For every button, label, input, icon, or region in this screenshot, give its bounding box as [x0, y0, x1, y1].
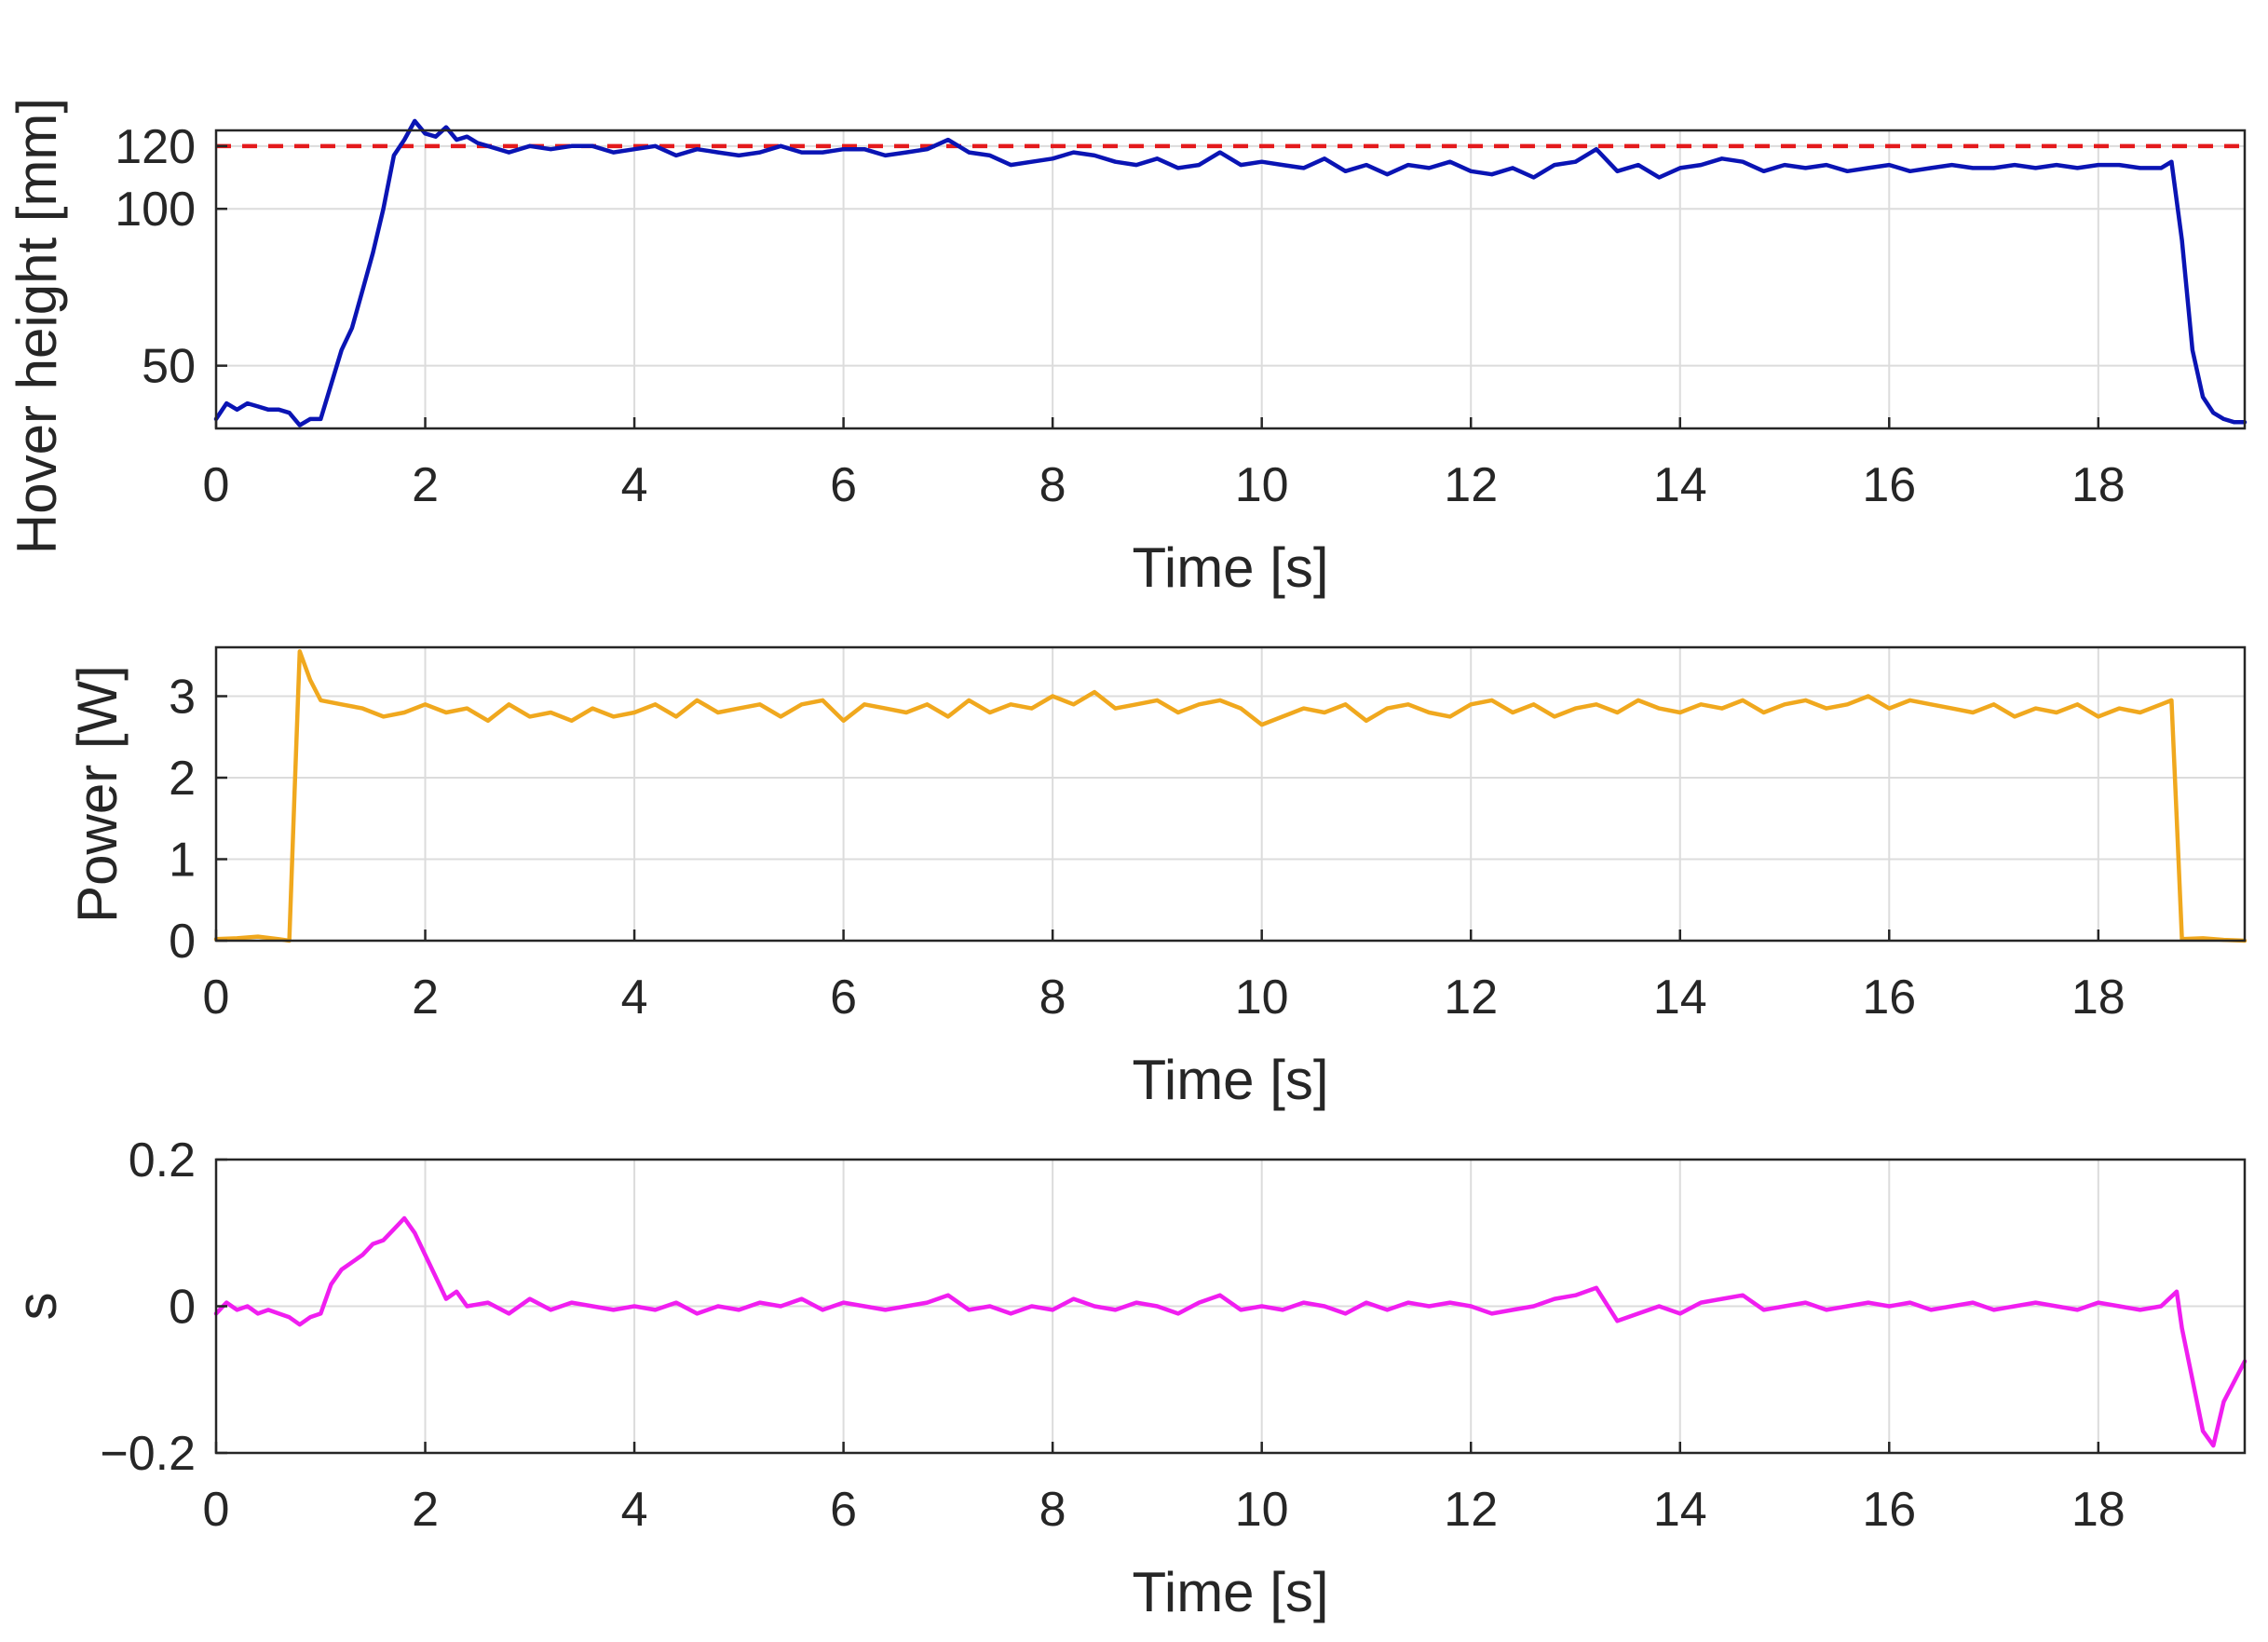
- hover-height-xtick-label: 12: [1444, 458, 1498, 512]
- power-xtick-label: 16: [1862, 970, 1916, 1025]
- hover-height-xtick-label: 16: [1862, 458, 1916, 512]
- power-xtick-label: 6: [830, 970, 857, 1025]
- s-xtick-label: 8: [1039, 1483, 1066, 1537]
- s-xtick-label: 16: [1862, 1483, 1916, 1537]
- hover-height-series-line: [213, 118, 2248, 427]
- power-xtick-label: 2: [412, 970, 439, 1025]
- s-xtick-label: 18: [2071, 1483, 2125, 1537]
- hover-height-axes-frame: [214, 129, 2247, 430]
- hover-height-xtick-label: 10: [1235, 458, 1289, 512]
- power-xtick-label: 4: [621, 970, 648, 1025]
- hover-height-ytick-label: 50: [142, 340, 196, 394]
- s-xtick-label: 6: [830, 1483, 857, 1537]
- s-series-line: [213, 1215, 2248, 1448]
- power-ytick-label: 3: [169, 671, 196, 725]
- power-xtick-label: 12: [1444, 970, 1498, 1025]
- hover-height-xtick-label: 0: [203, 458, 230, 512]
- s-xlabel: Time [s]: [1132, 1561, 1328, 1623]
- power-xlabel: Time [s]: [1132, 1049, 1328, 1111]
- power-xtick-label: 0: [203, 970, 230, 1025]
- hover-height-xtick-label: 4: [621, 458, 648, 512]
- s-xtick-label: 12: [1444, 1483, 1498, 1537]
- power-xtick-label: 10: [1235, 970, 1289, 1025]
- hover-height-xtick-label: 18: [2071, 458, 2125, 512]
- s-xtick-label: 2: [412, 1483, 439, 1537]
- power-ytick-label: 0: [169, 915, 196, 969]
- s-ytick-label: 0.2: [129, 1133, 196, 1187]
- subplot-hover-height: 0 2 4 6 8 10 12 14 16 18 50 100 120 Time [s] Hover hei…: [6, 98, 2248, 599]
- power-ytick-label: 2: [169, 752, 196, 806]
- hover-height-xtick-label: 14: [1653, 458, 1707, 512]
- power-xtick-label: 18: [2071, 970, 2125, 1025]
- s-ytick-label: −0.2: [100, 1427, 196, 1481]
- hover-height-xtick-label: 6: [830, 458, 857, 512]
- power-ytick-label: 1: [169, 834, 196, 888]
- hover-height-xlabel: Time [s]: [1132, 536, 1328, 599]
- hover-height-xtick-label: 8: [1039, 458, 1066, 512]
- power-axes-frame: [214, 645, 2247, 943]
- hover-height-ylabel: Hover height [mm]: [6, 98, 68, 554]
- s-xtick-label: 0: [203, 1483, 230, 1537]
- power-ylabel: Power [W]: [66, 665, 129, 923]
- power-xtick-label: 8: [1039, 970, 1066, 1025]
- hover-height-ytick-label: 100: [115, 183, 196, 237]
- s-ylabel: s: [6, 1293, 68, 1321]
- s-xtick-label: 4: [621, 1483, 648, 1537]
- s-ytick-label: 0: [169, 1281, 196, 1335]
- hover-height-xtick-label: 2: [412, 458, 439, 512]
- power-series-line: [213, 649, 2248, 943]
- s-xtick-label: 10: [1235, 1483, 1289, 1537]
- hover-height-ytick-label: 120: [115, 120, 196, 174]
- power-xtick-label: 14: [1653, 970, 1707, 1025]
- s-xtick-label: 14: [1653, 1483, 1707, 1537]
